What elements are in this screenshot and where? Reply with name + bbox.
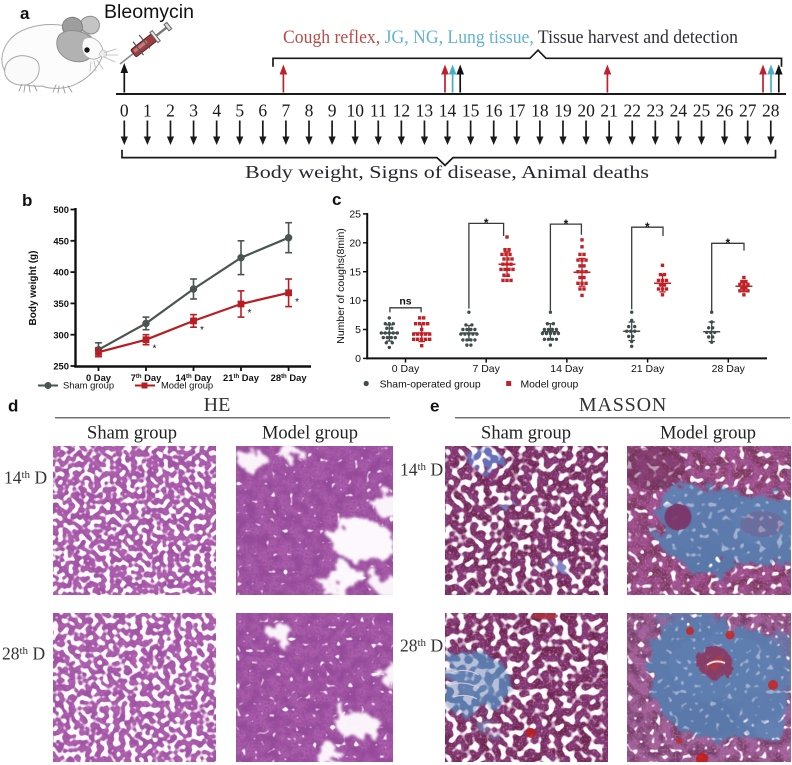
svg-text:d: d — [8, 397, 18, 416]
svg-text:*: * — [726, 236, 731, 250]
svg-text:Model group: Model group — [161, 380, 213, 391]
svg-text:27: 27 — [739, 101, 757, 121]
svg-text:c: c — [332, 190, 341, 209]
svg-text:6: 6 — [258, 101, 267, 121]
svg-text:400: 400 — [53, 267, 69, 278]
svg-text:500: 500 — [53, 204, 69, 215]
svg-text:10: 10 — [349, 295, 361, 307]
svg-text:Sham-operated group: Sham-operated group — [380, 379, 481, 390]
svg-text:MASSON: MASSON — [579, 394, 667, 416]
svg-text:*: * — [645, 220, 650, 234]
svg-text:8: 8 — [305, 101, 314, 121]
svg-text:a: a — [20, 4, 30, 23]
svg-text:*: * — [248, 308, 252, 319]
svg-text:*: * — [564, 217, 569, 231]
svg-text:7th Day: 7th Day — [131, 372, 162, 383]
svg-text:0: 0 — [120, 101, 129, 121]
svg-text:Sham group: Sham group — [481, 424, 571, 444]
svg-text:Model group: Model group — [660, 424, 756, 444]
svg-text:20: 20 — [349, 237, 361, 249]
svg-text:2: 2 — [166, 101, 175, 121]
svg-text:25: 25 — [349, 209, 361, 221]
svg-text:5: 5 — [355, 324, 361, 336]
svg-text:Body weight, Signs of disease,: Body weight, Signs of disease, Animal de… — [245, 162, 649, 182]
svg-text:14 Day: 14 Day — [550, 363, 584, 375]
svg-text:13: 13 — [416, 101, 434, 121]
svg-text:23: 23 — [647, 101, 665, 121]
svg-text:16: 16 — [485, 101, 503, 121]
svg-text:Sham group: Sham group — [87, 424, 177, 444]
svg-text:4: 4 — [212, 101, 221, 121]
svg-text:*: * — [200, 325, 204, 336]
svg-text:28th Day: 28th Day — [271, 372, 308, 383]
svg-text:250: 250 — [53, 361, 69, 372]
svg-text:14th D: 14th D — [4, 468, 47, 488]
svg-text:Bleomycin: Bleomycin — [104, 1, 194, 23]
svg-text:12: 12 — [393, 101, 411, 121]
svg-text:17: 17 — [508, 101, 526, 121]
svg-text:350: 350 — [53, 298, 69, 309]
svg-text:25: 25 — [693, 101, 711, 121]
svg-text:e: e — [430, 397, 439, 416]
svg-text:14th D: 14th D — [400, 460, 443, 480]
svg-text:Number of coughs(8min): Number of coughs(8min) — [335, 228, 347, 344]
svg-text:Body weight (g): Body weight (g) — [28, 251, 39, 326]
svg-text:11: 11 — [370, 101, 387, 121]
svg-text:15: 15 — [462, 101, 480, 121]
svg-text:28 Day: 28 Day — [712, 363, 746, 375]
svg-text:450: 450 — [53, 235, 69, 246]
svg-text:18: 18 — [531, 101, 549, 121]
svg-text:Sham group: Sham group — [63, 380, 114, 391]
svg-text:22: 22 — [623, 101, 641, 121]
svg-text:ns: ns — [399, 296, 411, 308]
svg-text:10: 10 — [346, 101, 364, 121]
svg-text:1: 1 — [143, 101, 152, 121]
svg-text:14: 14 — [439, 101, 457, 121]
svg-text:14th Day: 14th Day — [176, 372, 213, 383]
svg-text:7: 7 — [282, 101, 291, 121]
svg-text:21th Day: 21th Day — [223, 372, 260, 383]
svg-text:28: 28 — [762, 101, 780, 121]
svg-text:0: 0 — [355, 353, 361, 365]
svg-text:b: b — [22, 191, 32, 210]
svg-text:Model group: Model group — [262, 424, 358, 444]
svg-text:*: * — [295, 297, 299, 308]
svg-text:300: 300 — [53, 329, 69, 340]
svg-text:Cough reflex, JG, NG, Lung tis: Cough reflex, JG, NG, Lung tissue, Tissu… — [283, 27, 739, 48]
svg-text:7 Day: 7 Day — [472, 363, 500, 375]
svg-text:*: * — [153, 344, 157, 355]
svg-text:HE: HE — [204, 394, 231, 416]
svg-text:9: 9 — [328, 101, 337, 121]
svg-text:0 Day: 0 Day — [392, 363, 420, 375]
svg-text:5: 5 — [235, 101, 244, 121]
svg-text:19: 19 — [554, 101, 572, 121]
svg-text:21: 21 — [600, 101, 618, 121]
svg-text:15: 15 — [349, 266, 361, 278]
svg-text:21 Day: 21 Day — [631, 363, 665, 375]
svg-text:26: 26 — [716, 101, 734, 121]
svg-text:*: * — [484, 216, 489, 230]
svg-text:20: 20 — [577, 101, 595, 121]
svg-text:Model group: Model group — [521, 379, 579, 390]
svg-text:24: 24 — [670, 101, 688, 121]
svg-text:28th D: 28th D — [400, 636, 443, 656]
svg-text:28th D: 28th D — [2, 644, 45, 664]
svg-text:0 Day: 0 Day — [86, 372, 112, 383]
svg-text:3: 3 — [189, 101, 198, 121]
